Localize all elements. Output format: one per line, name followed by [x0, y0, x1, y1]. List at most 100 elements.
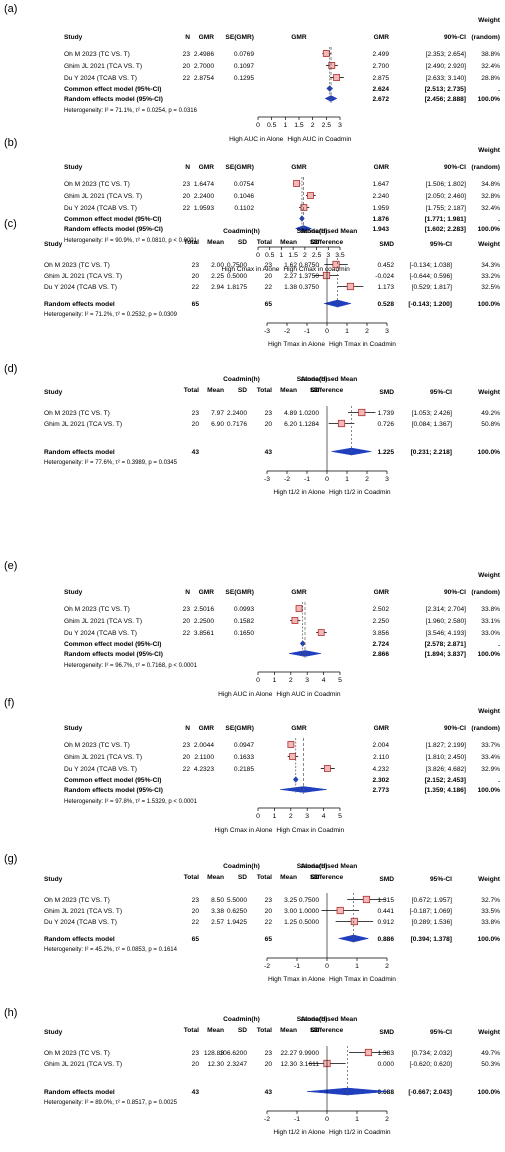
- study-header: Study: [44, 876, 63, 883]
- ci-header: 90%-CI: [444, 589, 466, 596]
- study-gmr: 2.8754: [194, 75, 215, 82]
- summary-total2: 43: [265, 449, 273, 456]
- study-n: 22: [183, 75, 191, 82]
- study-weight: 32.7%: [481, 897, 500, 904]
- study-ci: [-0.620; 0.620]: [409, 1061, 452, 1068]
- study-ci: [0.084; 1.367]: [412, 421, 452, 428]
- mean2-header: Mean: [280, 239, 297, 246]
- study-estimate: 3.856: [372, 630, 389, 637]
- study-gmr: 2.1100: [194, 754, 214, 761]
- x-tick-label: 0: [256, 677, 260, 684]
- study-sd2: 1.0000: [299, 908, 320, 915]
- estimate-header: GMR: [374, 164, 390, 171]
- study-ci: [2.050; 2.460]: [426, 193, 466, 200]
- study-estimate: 1.383: [377, 1050, 394, 1057]
- study-header: Study: [44, 1029, 63, 1036]
- summary-estimate: 0.886: [377, 936, 394, 943]
- study-estimate: 1.315: [377, 897, 394, 904]
- study-mean2: 1.38: [284, 284, 297, 291]
- x-tick-label: 2: [385, 1116, 389, 1123]
- study-estimate: 2.700: [372, 63, 389, 70]
- study-square: [300, 204, 308, 211]
- x-tick-label: -1: [294, 1116, 300, 1123]
- summary-estimate: 1.225: [377, 449, 394, 456]
- study-n: 20: [183, 754, 191, 761]
- study-label: Oh M 2023 (TC VS. T): [64, 742, 130, 749]
- study-square: [358, 408, 366, 417]
- x-tick-label: 1: [355, 1116, 359, 1123]
- study-square: [307, 192, 314, 199]
- study-label: Ghim JL 2021 (TCA VS. T): [44, 273, 122, 280]
- weight-header-top: Weight: [478, 708, 501, 715]
- study-label: Oh M 2023 (TC VS. T): [44, 897, 110, 904]
- weight-header-bottom: (random): [471, 725, 500, 732]
- ci-header: 90%-CI: [444, 34, 466, 41]
- x-tick-label: -1: [304, 476, 310, 483]
- summary-label: Random effects model: [44, 1089, 115, 1096]
- forest-panel-b: (b) Weight Study N GMR SE(GMR) GMR GMR 90%-CI (ra…: [4, 137, 501, 273]
- x-tick-label: 0.5: [267, 122, 277, 129]
- study-total1: 23: [192, 262, 200, 269]
- panel-label: (d): [4, 363, 17, 375]
- heterogeneity-text: Heterogeneity: I² = 71.2%, τ² = 0.2532, …: [44, 312, 178, 318]
- study-ci: [2.314; 2.704]: [426, 606, 466, 613]
- x-tick-label: 2: [311, 122, 315, 129]
- plot-header: GMR: [291, 164, 307, 171]
- x-tick-label: 0.5: [265, 252, 275, 259]
- study-n: 22: [183, 205, 191, 212]
- summary-total2: 43: [265, 1089, 273, 1096]
- gmr-header: GMR: [199, 725, 215, 732]
- x-tick-label: 0: [325, 328, 329, 335]
- study-ci: [3.546; 4.193]: [426, 630, 466, 637]
- study-n: 20: [183, 193, 191, 200]
- x-tick-label: 2: [365, 328, 369, 335]
- summary-diamond: [326, 85, 334, 92]
- x-tick-label: 3: [385, 476, 389, 483]
- study-se: 0.1633: [234, 754, 255, 761]
- study-total2: 20: [265, 1061, 273, 1068]
- se-header: SE(GMR): [225, 725, 254, 732]
- study-sd2: 0.7500: [299, 897, 320, 904]
- study-n: 23: [183, 181, 191, 188]
- plot-header: GMR: [291, 589, 307, 596]
- sd2-header: SD: [310, 1027, 319, 1034]
- x-tick-label: 5: [338, 813, 342, 820]
- x-tick-label: -2: [284, 328, 290, 335]
- ci-header: 95%-CI: [430, 1029, 452, 1036]
- study-n: 23: [183, 606, 191, 613]
- study-weight: 33.2%: [481, 273, 500, 280]
- study-weight: 33.4%: [481, 754, 500, 761]
- x-tick-label: 2.5: [322, 122, 332, 129]
- sd1-header: SD: [238, 1027, 247, 1034]
- ci-header: 90%-CI: [444, 725, 466, 732]
- sd2-header: SD: [310, 874, 319, 881]
- study-square: [346, 282, 355, 291]
- x-tick-label: 2.5: [312, 252, 322, 259]
- study-square: [324, 765, 331, 772]
- group1-header: Coadmin(h): [223, 863, 260, 870]
- summary-label: Random effects model: [44, 301, 115, 308]
- study-total2: 20: [265, 273, 273, 280]
- study-sd1: 1.8175: [227, 284, 248, 291]
- study-n: 23: [183, 742, 191, 749]
- study-estimate: 2.502: [372, 606, 389, 613]
- study-label: Oh M 2023 (TC VS. T): [44, 262, 110, 269]
- plot-header-bottom: Difference: [311, 239, 344, 246]
- summary-label: Common effect model (95%-CI): [64, 86, 161, 93]
- estimate-header: GMR: [374, 589, 390, 596]
- study-label: Ghim JL 2021 (TCA VS. T): [64, 193, 142, 200]
- summary-estimate: 2.302: [372, 777, 389, 784]
- study-label: Oh M 2023 (TC VS. T): [44, 410, 110, 417]
- study-square: [293, 180, 300, 187]
- study-weight: 34.3%: [481, 262, 500, 269]
- study-weight: 49.7%: [481, 1050, 500, 1057]
- forest-panel-f: (f) Weight Study N GMR SE(GMR) GMR GMR 90%-CI (ra…: [4, 697, 501, 834]
- x-tick-label: 0: [256, 252, 260, 259]
- summary-estimate: 2.773: [372, 787, 389, 794]
- summary-ci: [0.394; 1.378]: [411, 936, 452, 943]
- study-total1: 20: [192, 1061, 200, 1068]
- study-weight: 50.8%: [481, 421, 500, 428]
- study-sd1: 0.6250: [227, 908, 248, 915]
- study-ci: [2.353; 2.654]: [426, 51, 466, 58]
- study-weight: 33.8%: [481, 919, 500, 926]
